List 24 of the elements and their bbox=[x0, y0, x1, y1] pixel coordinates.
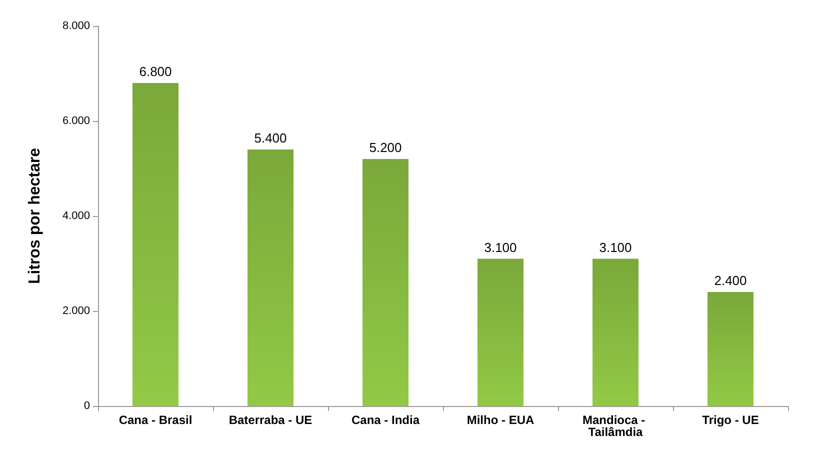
data-label: 3.100 bbox=[484, 240, 517, 255]
y-tick-label: 2.000 bbox=[62, 305, 90, 317]
y-tick-label: 4.000 bbox=[62, 210, 90, 222]
data-label: 6.800 bbox=[139, 64, 172, 79]
bar bbox=[478, 258, 524, 406]
y-tick-label: 6.000 bbox=[62, 115, 90, 127]
x-tick-label: Mandioca - Tailâmdia bbox=[582, 413, 649, 439]
x-tick-label: Cana - India bbox=[351, 413, 420, 427]
data-label: 5.400 bbox=[254, 130, 287, 146]
data-label: 3.100 bbox=[599, 240, 632, 255]
bar bbox=[132, 83, 178, 406]
data-label: 2.400 bbox=[714, 273, 747, 288]
bar bbox=[248, 150, 294, 406]
x-tick-label: Milho - EUA bbox=[466, 413, 534, 427]
x-tick-label: Baterraba - UE bbox=[228, 413, 312, 427]
bar bbox=[362, 159, 408, 406]
x-tick-label: Cana - Brasil bbox=[118, 413, 192, 427]
bar bbox=[708, 292, 754, 406]
y-tick-label: 0 bbox=[84, 400, 90, 412]
x-tick-label: Trigo - UE bbox=[702, 413, 759, 427]
y-tick-label: 8.000 bbox=[62, 20, 90, 32]
y-axis-title: Litros por hectare bbox=[26, 148, 44, 284]
data-label: 5.200 bbox=[369, 140, 402, 155]
bar bbox=[592, 258, 638, 406]
